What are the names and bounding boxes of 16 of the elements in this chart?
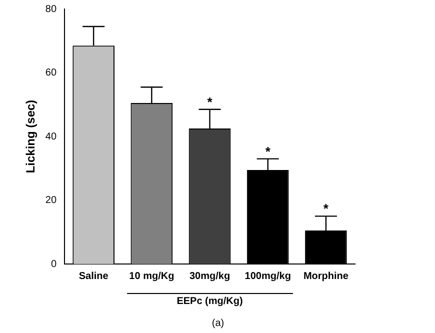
y-tick-label: 80: [45, 4, 57, 15]
text: EEPc (mg/Kg): [176, 296, 243, 307]
annotation: *: [265, 144, 272, 159]
x-tick-label: 10 mg/Kg: [129, 270, 174, 282]
x-tick-label: Saline: [78, 270, 109, 282]
y-tick-label: 0: [50, 258, 57, 270]
y-tick-label: 40: [45, 131, 57, 142]
y-tick-label: 20: [45, 195, 57, 206]
x-tick-label: Morphine: [303, 270, 349, 282]
y-tick-label: 60: [45, 68, 57, 78]
x-tick-label: 30mg/kg: [189, 270, 230, 282]
annotation: *: [207, 94, 214, 110]
annotation: *: [323, 201, 330, 216]
text: (a): [212, 318, 224, 329]
x-tick-label: 100mg/kg: [244, 270, 291, 282]
y-axis-title: Licking (sec): [24, 100, 38, 174]
